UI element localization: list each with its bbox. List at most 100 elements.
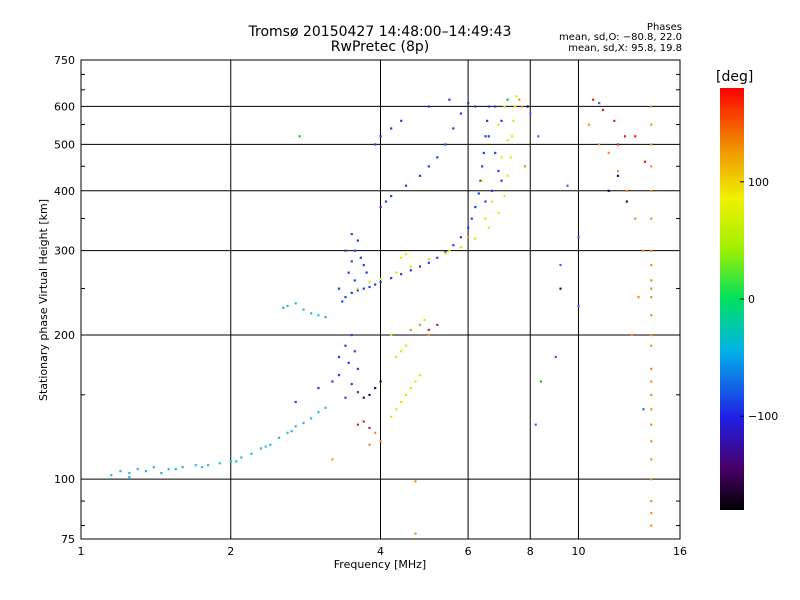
data-point: [650, 380, 653, 383]
data-point: [350, 382, 353, 386]
data-point: [290, 430, 293, 433]
data-point: [374, 283, 377, 286]
data-point: [181, 466, 184, 469]
data-point: [613, 119, 616, 122]
data-point: [577, 304, 580, 308]
data-point: [477, 192, 480, 195]
data-point: [409, 386, 412, 390]
data-point: [482, 151, 485, 155]
data-point: [487, 226, 490, 229]
data-point: [634, 217, 637, 220]
data-point: [490, 189, 494, 192]
data-point: [229, 460, 232, 463]
data-point: [444, 251, 447, 254]
data-point: [503, 105, 506, 108]
data-point: [409, 265, 412, 268]
data-point: [512, 119, 515, 122]
data-point: [414, 380, 417, 383]
data-point: [650, 249, 653, 252]
data-point: [356, 289, 359, 292]
data-point: [356, 239, 359, 242]
data-point: [474, 237, 477, 240]
data-point: [500, 179, 503, 182]
phases-o-mode: mean, sd,O: −80.8, 22.0: [559, 32, 682, 43]
data-point: [337, 287, 341, 290]
data-point: [467, 236, 470, 239]
data-point: [625, 200, 628, 203]
x-tick-label: 6: [465, 545, 472, 558]
data-point: [474, 205, 477, 209]
data-point: [350, 260, 353, 263]
y-tick-label: 750: [54, 54, 75, 67]
y-tick-label: 600: [54, 100, 75, 113]
data-point: [467, 226, 470, 229]
data-point: [250, 452, 253, 455]
data-point: [400, 256, 403, 259]
data-point: [344, 344, 347, 347]
data-point: [554, 355, 557, 359]
data-point: [559, 287, 562, 290]
y-tick-label: 100: [54, 473, 75, 486]
data-point: [362, 263, 365, 267]
data-point: [310, 312, 313, 315]
data-point: [448, 98, 451, 101]
data-point: [630, 333, 633, 337]
data-point: [650, 458, 653, 461]
data-point: [390, 127, 393, 130]
data-point: [497, 169, 500, 173]
data-point: [423, 318, 426, 322]
data-point: [395, 408, 398, 411]
data-point: [404, 253, 408, 256]
grid-lines: [81, 60, 680, 539]
data-point: [566, 184, 569, 187]
data-point: [286, 431, 289, 434]
data-point: [459, 112, 462, 115]
y-tick-label: 200: [54, 329, 75, 342]
data-point: [331, 380, 334, 383]
x-tick-label: 8: [527, 545, 534, 558]
data-point: [436, 156, 439, 159]
data-point: [616, 174, 620, 177]
data-point: [356, 367, 359, 370]
data-point: [500, 119, 503, 122]
data-point: [637, 296, 640, 299]
data-point: [650, 367, 653, 370]
data-point: [459, 236, 462, 239]
y-axis-ticks: 75 100 200 300 400 500 600 750: [54, 54, 680, 546]
data-point: [634, 135, 637, 138]
data-point: [607, 189, 610, 192]
data-point: [625, 189, 628, 192]
data-point: [368, 280, 371, 284]
data-point: [350, 333, 353, 337]
data-point: [368, 443, 371, 446]
data-point: [515, 95, 518, 98]
data-point: [128, 476, 131, 479]
data-point: [235, 460, 238, 463]
data-point: [427, 328, 430, 332]
data-point: [643, 160, 647, 163]
data-point: [302, 308, 305, 311]
data-point: [400, 350, 403, 353]
data-point: [400, 400, 403, 404]
data-point: [650, 296, 653, 299]
data-point: [539, 380, 542, 383]
data-point: [427, 165, 430, 168]
data-point: [390, 415, 393, 418]
data-point: [286, 304, 289, 308]
data-point: [427, 333, 430, 337]
data-point: [503, 195, 506, 198]
x-tick-label: 10: [571, 545, 585, 558]
data-point: [390, 195, 393, 198]
colorbar-tick-label: −100: [748, 410, 778, 423]
data-point: [200, 466, 204, 469]
data-point: [384, 200, 388, 203]
data-point: [298, 135, 301, 138]
data-point: [427, 261, 430, 264]
data-point: [484, 217, 487, 220]
data-point: [523, 165, 526, 168]
chart-subtitle: RwPretec (8p): [330, 39, 430, 55]
data-point: [160, 472, 163, 475]
data-point: [506, 98, 509, 101]
data-point: [347, 271, 350, 274]
data-point: [119, 469, 122, 473]
